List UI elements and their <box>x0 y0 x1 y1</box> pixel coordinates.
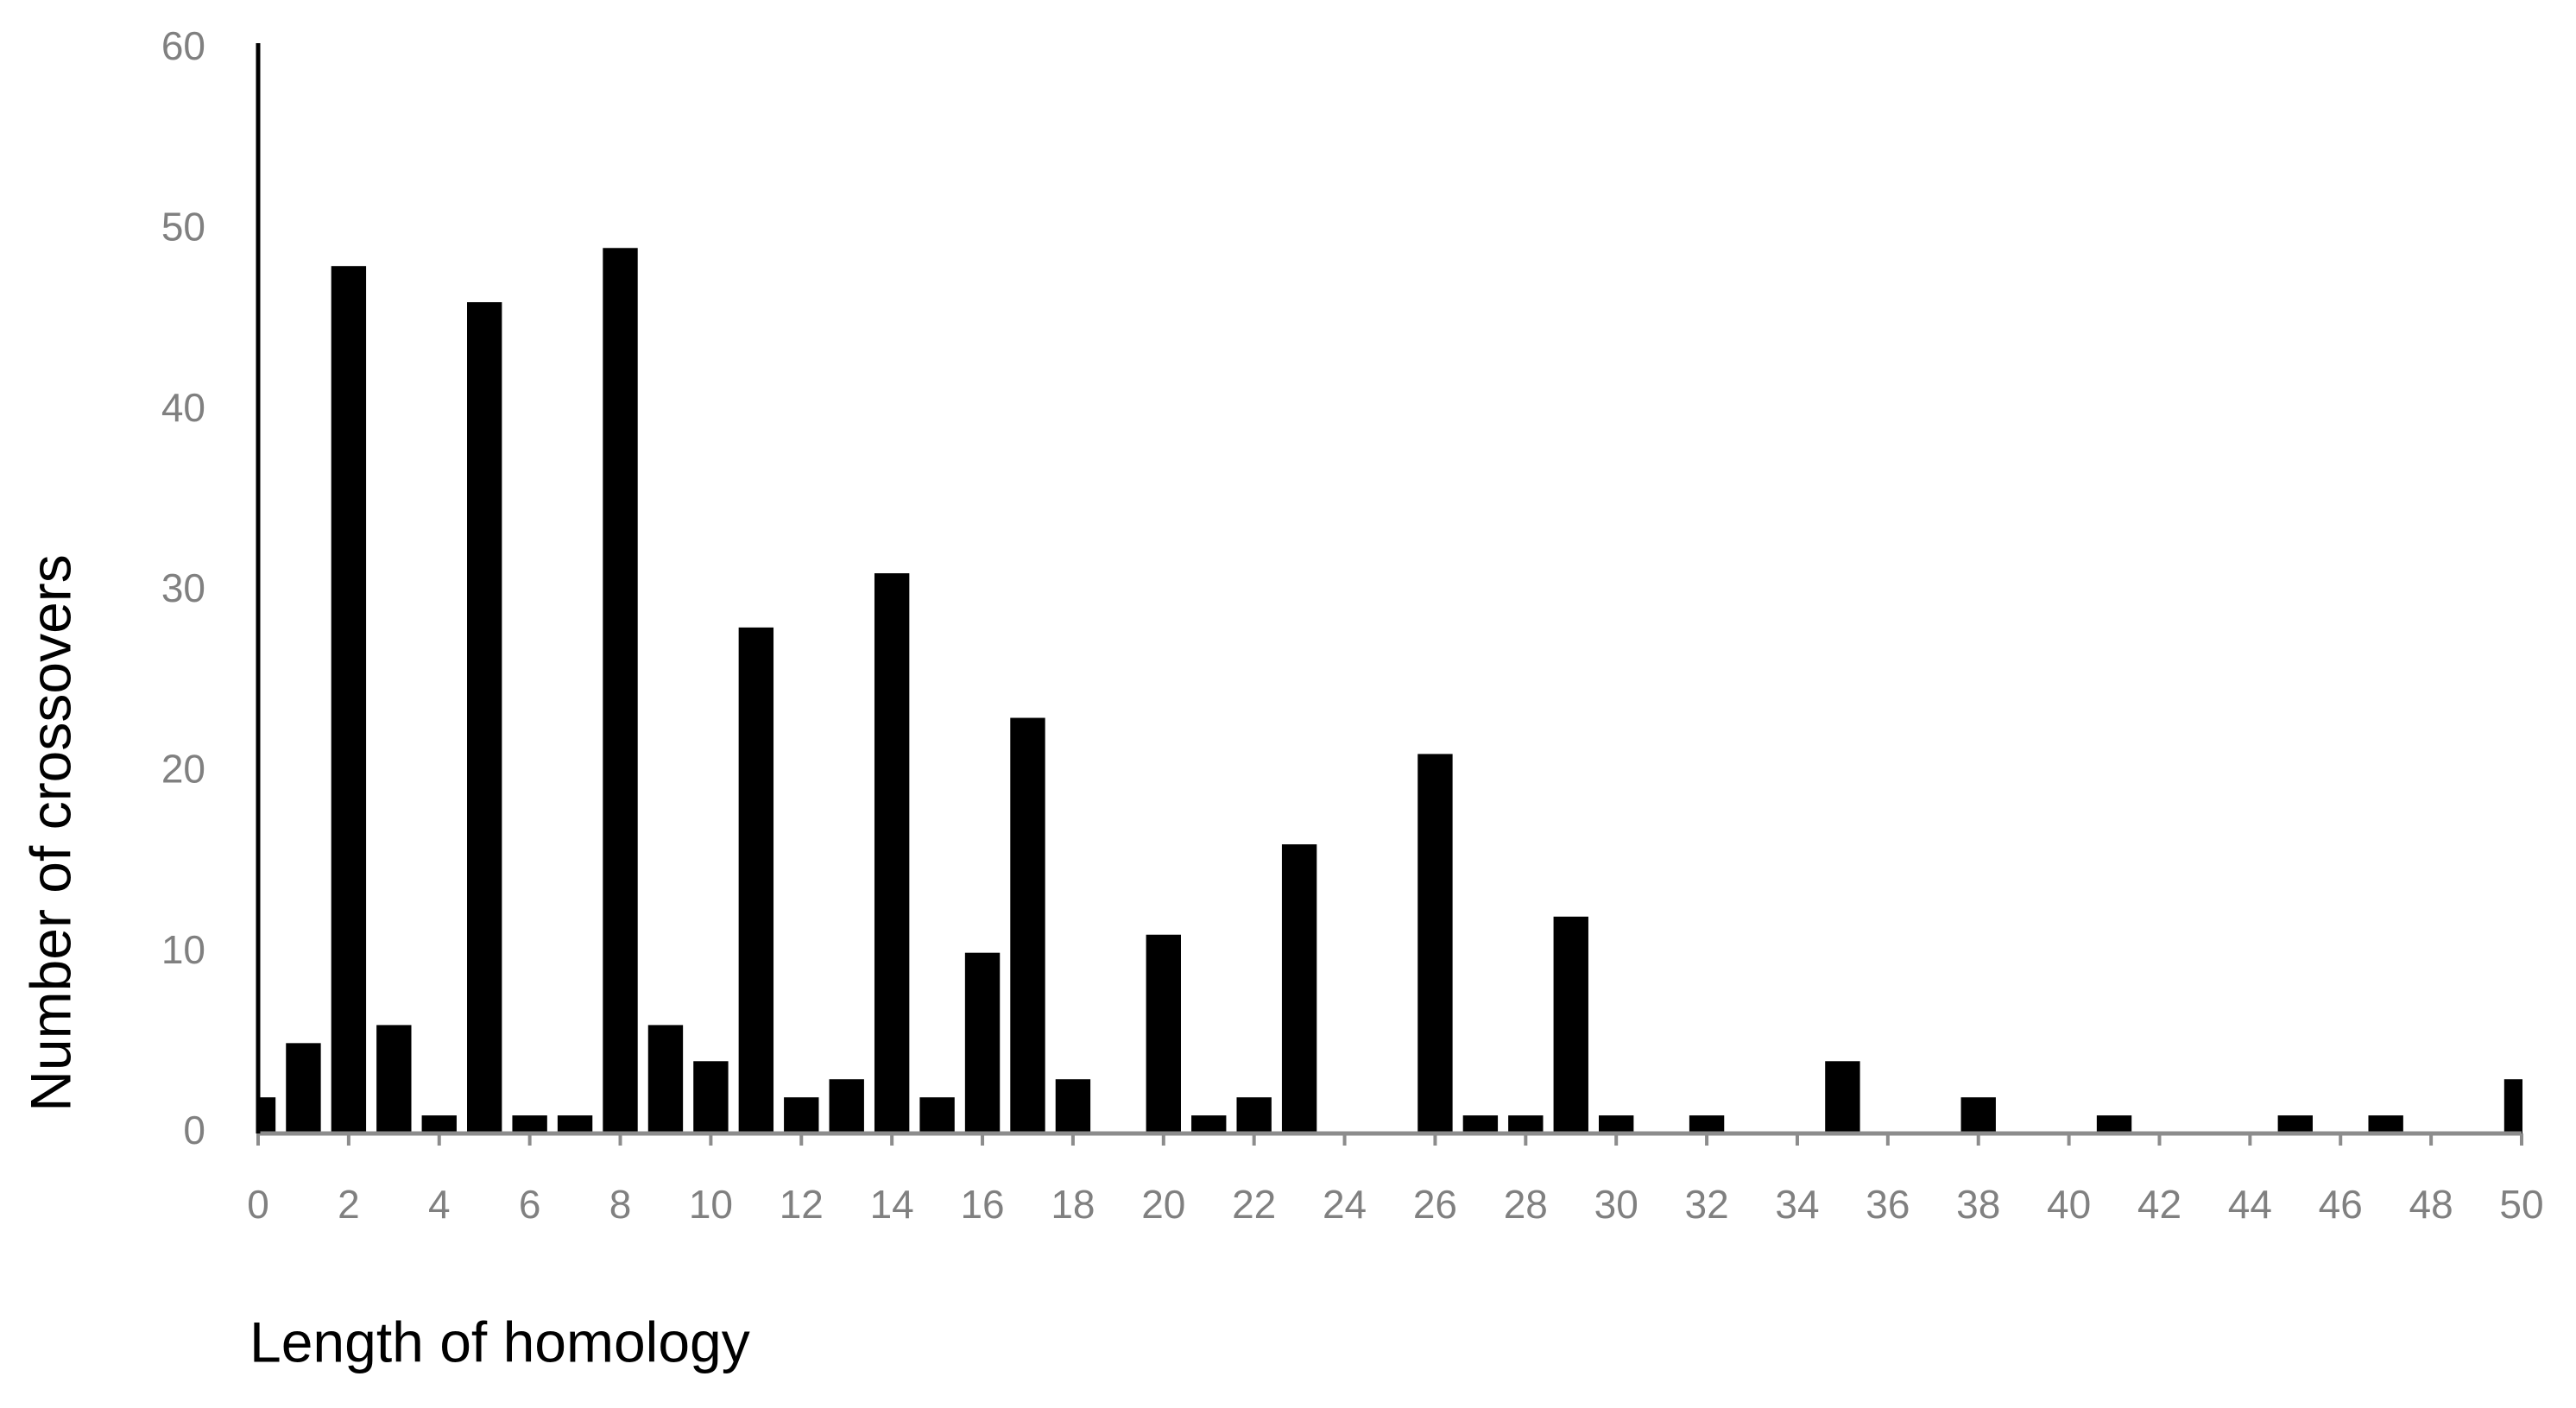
x-tick-label: 34 <box>1775 1182 1819 1227</box>
x-tick-label: 6 <box>519 1182 541 1227</box>
bar <box>2503 1079 2522 1133</box>
x-tick-label: 32 <box>1684 1182 1728 1227</box>
y-tick-label: 0 <box>183 1108 205 1152</box>
bar <box>1417 754 1453 1133</box>
bar <box>1462 1115 1499 1133</box>
bar <box>919 1097 955 1133</box>
bar <box>1689 1115 1725 1133</box>
x-tick-label: 12 <box>780 1182 824 1227</box>
bar <box>2368 1115 2403 1133</box>
bar <box>557 1115 593 1133</box>
x-tick-label: 2 <box>338 1182 360 1227</box>
y-tick-label: 60 <box>161 23 205 68</box>
bar <box>1825 1061 1860 1133</box>
bar <box>1281 844 1317 1133</box>
bar <box>647 1025 684 1133</box>
bar <box>829 1079 864 1133</box>
bar <box>1146 934 1181 1133</box>
y-axis-title: Number of crossovers <box>18 554 82 1112</box>
y-tick-label: 40 <box>161 385 205 430</box>
y-tick-label: 50 <box>161 204 205 249</box>
bar <box>1010 717 1045 1133</box>
bars <box>258 248 2522 1133</box>
bar <box>331 266 367 1133</box>
bar <box>1508 1115 1544 1133</box>
y-tick-label: 30 <box>161 565 205 610</box>
bar <box>1055 1079 1091 1133</box>
x-tick-label: 26 <box>1413 1182 1457 1227</box>
bar <box>512 1115 547 1133</box>
bar <box>1553 916 1588 1133</box>
bar <box>421 1115 457 1133</box>
x-tick-label: 14 <box>870 1182 914 1227</box>
bar <box>874 573 910 1133</box>
bar <box>1599 1115 1634 1133</box>
x-tick-label: 38 <box>1956 1182 2000 1227</box>
x-tick-label: 44 <box>2228 1182 2272 1227</box>
x-tick-label: 16 <box>960 1182 1004 1227</box>
bar <box>784 1097 819 1133</box>
x-tick-label: 22 <box>1232 1182 1276 1227</box>
bar <box>693 1061 729 1133</box>
x-tick-label: 18 <box>1051 1182 1095 1227</box>
x-tick-label: 50 <box>2499 1182 2543 1227</box>
bar <box>964 952 1001 1133</box>
x-tick-label: 24 <box>1323 1182 1367 1227</box>
x-tick-label: 42 <box>2137 1182 2181 1227</box>
y-tick-label: 10 <box>161 927 205 972</box>
y-tick-label: 20 <box>161 746 205 791</box>
bar <box>258 1097 276 1133</box>
bar <box>376 1025 412 1133</box>
x-tick-label: 36 <box>1866 1182 1910 1227</box>
bar <box>467 302 502 1133</box>
bar <box>1191 1115 1227 1133</box>
x-tick-label: 46 <box>2319 1182 2363 1227</box>
bar <box>603 248 638 1133</box>
bar <box>2096 1115 2132 1133</box>
x-tick-label: 48 <box>2409 1182 2453 1227</box>
x-tick-label: 20 <box>1141 1182 1185 1227</box>
bar <box>738 627 774 1133</box>
x-axis-title: Length of homology <box>249 1310 750 1373</box>
bar <box>286 1043 321 1133</box>
bar <box>1960 1097 1996 1133</box>
x-tick-label: 10 <box>689 1182 733 1227</box>
x-tick-label: 4 <box>428 1182 451 1227</box>
x-tick-label: 0 <box>247 1182 269 1227</box>
x-tick-label: 40 <box>2047 1182 2091 1227</box>
x-tick-label: 28 <box>1504 1182 1548 1227</box>
x-tick-label: 8 <box>609 1182 632 1227</box>
bar <box>1236 1097 1272 1133</box>
bar <box>2277 1115 2313 1133</box>
x-tick-label: 30 <box>1594 1182 1638 1227</box>
